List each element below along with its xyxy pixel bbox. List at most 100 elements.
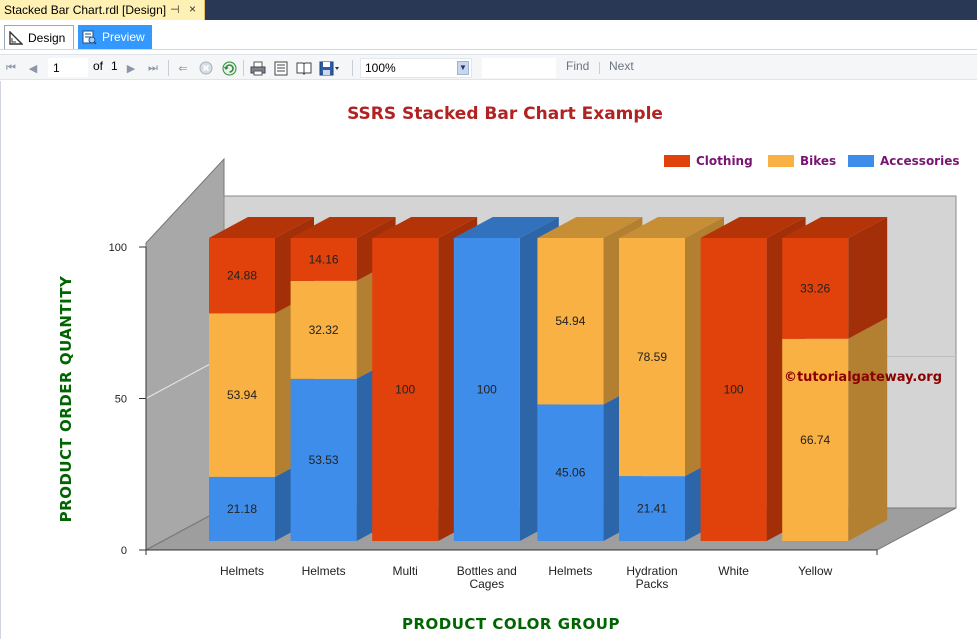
data-label: 100	[724, 383, 744, 397]
document-tab[interactable]: Stacked Bar Chart.rdl [Design] ⊣ ×	[0, 0, 205, 20]
data-label: 54.94	[555, 314, 585, 328]
document-tab-bar: Stacked Bar Chart.rdl [Design] ⊣ ×	[0, 0, 977, 20]
bar-top	[537, 217, 643, 238]
x-tick-label: Helmets	[548, 564, 592, 578]
bar-segment-accessories	[537, 404, 604, 541]
preview-report-icon	[82, 30, 97, 45]
bar-segment-clothing	[290, 237, 357, 281]
bar-segment-accessories	[209, 476, 275, 541]
report-viewer: SSRS Stacked Bar Chart Example 0 50 100 21.1…	[0, 81, 977, 639]
tab-preview-label: Preview	[102, 30, 145, 44]
y-tick-label: 50	[115, 394, 127, 406]
tab-design[interactable]: Design	[4, 25, 74, 49]
bar-segment-bikes	[290, 280, 357, 379]
find-button[interactable]: Find	[566, 59, 590, 73]
x-tick-label: Multi	[393, 564, 418, 578]
data-label: 21.41	[637, 502, 667, 516]
data-label: 78.59	[637, 350, 667, 364]
data-label: 45.06	[555, 466, 585, 480]
x-tick-label: Hydration	[626, 564, 677, 578]
bar-top	[700, 217, 806, 238]
chart-title: SSRS Stacked Bar Chart Example	[347, 104, 663, 124]
data-label: 33.26	[800, 281, 830, 295]
data-label: 24.88	[227, 269, 257, 283]
stop-icon[interactable]	[198, 59, 214, 77]
bar-side	[848, 217, 888, 339]
page-total: 1	[111, 59, 118, 73]
refresh-icon[interactable]	[221, 59, 237, 77]
x-tick-label: Cages	[469, 577, 504, 591]
x-tick-label: Yellow	[798, 564, 833, 578]
page-setup-icon[interactable]	[296, 59, 312, 77]
view-tab-bar: Design Preview	[0, 20, 977, 50]
bar-top	[619, 217, 724, 238]
bar-segment-clothing	[782, 238, 849, 339]
chevron-down-icon[interactable]: ▼	[457, 61, 469, 75]
back-icon[interactable]: ⇐	[178, 62, 188, 75]
pin-icon[interactable]: ⊣	[170, 4, 180, 16]
find-next-button[interactable]: Next	[609, 59, 634, 73]
data-label: 66.74	[800, 433, 830, 447]
data-label: 32.32	[309, 323, 339, 337]
bar-segment-accessories	[453, 238, 520, 541]
print-layout-icon[interactable]	[273, 59, 289, 77]
report-toolbar: ⏮ ◀ 1 of 1 ▶ ⏭ ⇐ 100% ▼	[0, 54, 977, 80]
legend-label: Bikes	[800, 154, 836, 168]
bar-segment-clothing	[209, 238, 275, 314]
page-number-input[interactable]: 1	[48, 58, 88, 77]
watermark-annotation: ©tutorialgateway.org	[784, 370, 942, 385]
next-page-icon[interactable]: ▶	[126, 62, 136, 75]
legend-swatch	[768, 155, 794, 167]
find-text-input[interactable]	[482, 58, 556, 78]
bar-top	[372, 217, 478, 238]
bar-side	[848, 317, 888, 541]
zoom-select[interactable]: 100% ▼	[360, 58, 472, 78]
of-label: of	[93, 59, 104, 73]
data-label: 53.94	[227, 388, 257, 402]
bar-top	[782, 217, 888, 238]
toolbar-separator	[168, 60, 169, 76]
first-page-icon[interactable]: ⏮	[6, 61, 16, 74]
x-tick-label: Helmets	[302, 564, 346, 578]
legend-label: Clothing	[696, 154, 753, 168]
toolbar-separator	[599, 62, 600, 74]
bar-top	[453, 217, 559, 238]
document-tab-title: Stacked Bar Chart.rdl [Design]	[4, 3, 167, 17]
x-tick-label: White	[718, 564, 749, 578]
bar-segment-bikes	[209, 313, 275, 477]
bar-top	[209, 217, 314, 238]
last-page-icon[interactable]: ⏭	[148, 61, 158, 74]
bar-segment-clothing	[372, 238, 439, 541]
x-tick-label: Bottles and	[457, 564, 517, 578]
stacked-bar-chart: SSRS Stacked Bar Chart Example 0 50 100 21.1…	[57, 104, 960, 633]
y-axis-title: PRODUCT ORDER QUANTITY	[57, 275, 75, 522]
tab-preview[interactable]: Preview	[78, 25, 152, 49]
legend-swatch	[664, 155, 690, 167]
toolbar-separator	[243, 60, 244, 76]
tab-design-label: Design	[28, 30, 66, 45]
bar-segment-bikes	[537, 238, 604, 405]
data-label: 100	[477, 383, 497, 397]
x-tick-label: Packs	[636, 577, 669, 591]
y-tick-label: 100	[109, 242, 127, 254]
data-label: 100	[395, 383, 415, 397]
bar-segment-bikes	[619, 238, 685, 477]
close-icon[interactable]: ×	[189, 2, 197, 16]
print-icon[interactable]	[250, 59, 266, 77]
data-label: 21.18	[227, 502, 257, 516]
bar-segment-clothing	[700, 238, 767, 541]
design-ruler-icon	[9, 30, 23, 45]
x-axis-title: PRODUCT COLOR GROUP	[402, 615, 620, 633]
bar-segment-bikes	[782, 338, 849, 541]
export-icon[interactable]	[318, 59, 342, 77]
toolbar-separator	[352, 60, 353, 76]
bar-segment-accessories	[619, 476, 685, 541]
data-label: 14.16	[309, 252, 339, 266]
zoom-value: 100%	[365, 61, 396, 75]
legend-swatch	[848, 155, 874, 167]
legend-label: Accessories	[880, 154, 960, 168]
bar-segment-accessories	[290, 378, 357, 541]
y-tick-label: 0	[121, 545, 127, 557]
x-tick-label: Helmets	[220, 564, 264, 578]
previous-page-icon[interactable]: ◀	[28, 62, 38, 75]
